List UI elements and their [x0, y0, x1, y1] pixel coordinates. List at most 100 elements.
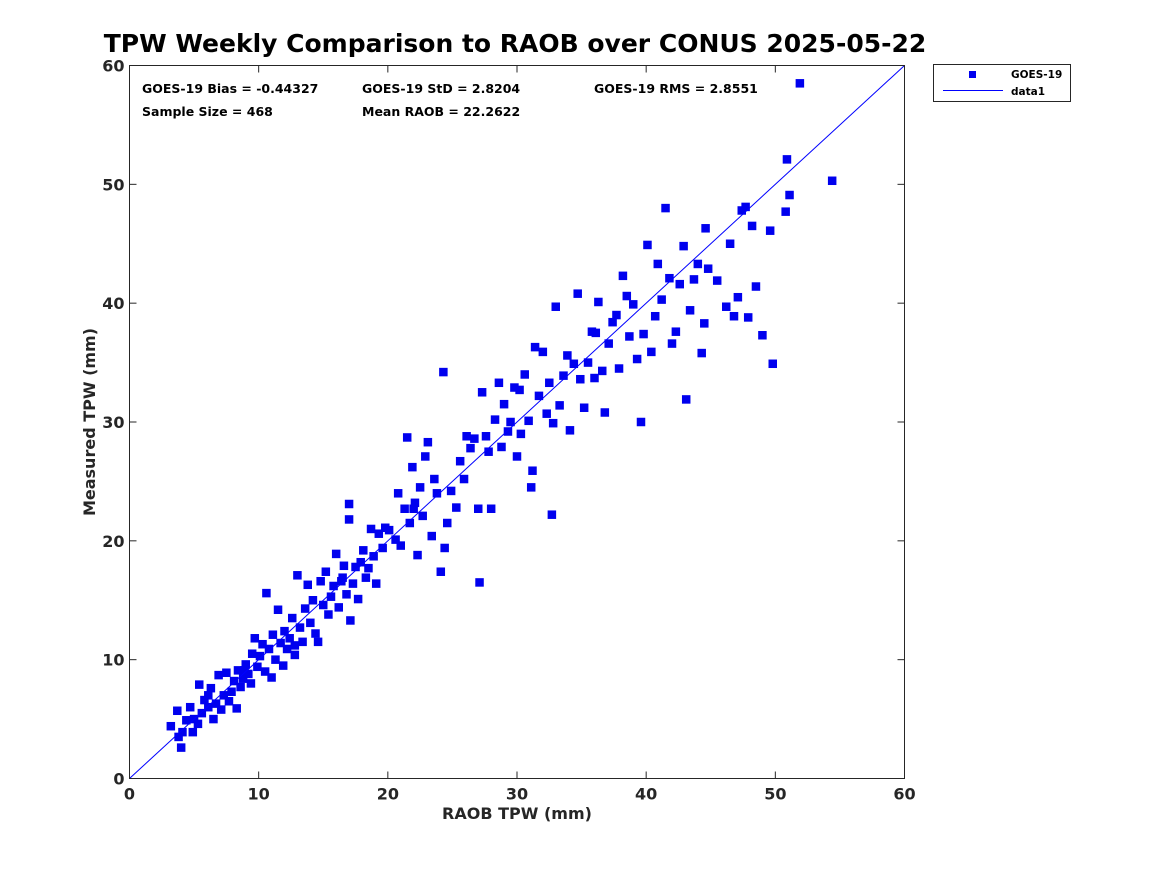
data-point	[563, 351, 572, 360]
data-point	[725, 239, 735, 248]
data-point	[255, 651, 265, 661]
data-point	[700, 319, 709, 328]
data-point	[278, 661, 288, 670]
data-point	[306, 618, 315, 628]
data-point	[618, 271, 628, 281]
data-point	[346, 616, 355, 625]
data-point	[512, 452, 522, 461]
data-point	[436, 567, 446, 576]
data-point	[701, 224, 710, 233]
data-point	[236, 682, 245, 692]
data-point	[371, 579, 381, 588]
data-point	[490, 415, 500, 424]
data-point	[173, 706, 182, 716]
data-point	[538, 347, 548, 357]
data-point	[268, 630, 278, 639]
data-point	[569, 359, 579, 369]
data-point	[827, 176, 837, 186]
data-point	[413, 550, 422, 560]
data-point	[547, 510, 557, 519]
data-point	[598, 366, 607, 376]
data-point	[344, 499, 354, 509]
data-point	[528, 466, 537, 475]
data-point	[233, 666, 243, 675]
data-point	[290, 650, 300, 660]
data-point	[319, 600, 328, 610]
data-point	[400, 504, 409, 513]
data-point	[193, 719, 203, 729]
data-point	[747, 221, 757, 231]
data-point	[206, 683, 216, 693]
x-tick-label: 0	[124, 785, 135, 804]
data-point	[632, 354, 642, 364]
data-point	[348, 579, 358, 588]
data-point	[421, 452, 430, 461]
data-point	[741, 202, 750, 212]
data-point	[334, 603, 343, 612]
data-point	[166, 721, 176, 731]
data-point	[614, 364, 624, 373]
data-point	[200, 695, 209, 705]
data-point	[174, 732, 183, 742]
y-tick-label: 10	[102, 651, 124, 670]
data-point	[636, 417, 646, 427]
data-point	[359, 546, 368, 555]
y-axis-label: Measured TPW (mm)	[80, 328, 99, 516]
data-point	[594, 297, 603, 307]
data-point	[295, 623, 305, 632]
data-point	[342, 590, 351, 599]
data-point	[583, 358, 593, 367]
data-point	[625, 332, 634, 341]
data-point	[209, 714, 218, 724]
data-point	[331, 549, 341, 559]
data-point	[751, 282, 761, 291]
data-point	[353, 594, 363, 604]
x-tick-label: 10	[248, 785, 270, 804]
data-point	[197, 708, 207, 718]
data-point	[227, 687, 236, 697]
data-point	[423, 437, 433, 447]
data-point	[765, 226, 775, 235]
data-point	[204, 702, 213, 712]
data-point	[427, 531, 436, 541]
data-point	[443, 518, 452, 528]
data-point	[182, 716, 191, 725]
data-point	[338, 573, 347, 582]
data-point	[280, 626, 289, 636]
data-point	[643, 240, 652, 250]
x-axis-label: RAOB TPW (mm)	[442, 804, 592, 823]
data-point	[510, 383, 519, 392]
legend-label-goes19: GOES-19	[1011, 69, 1062, 81]
data-point	[545, 378, 554, 388]
y-tick-label: 60	[102, 57, 124, 76]
data-point	[729, 311, 739, 321]
data-point	[551, 302, 560, 311]
legend-label-data1: data1	[1011, 86, 1045, 98]
data-point	[396, 541, 405, 550]
data-point	[308, 596, 318, 605]
data-point	[409, 504, 418, 513]
data-point	[712, 276, 722, 285]
data-point	[484, 447, 493, 456]
data-point	[590, 373, 599, 383]
data-point	[515, 385, 524, 395]
y-tick-label: 20	[102, 532, 124, 551]
data-point	[364, 563, 373, 573]
data-point	[300, 604, 310, 613]
data-point	[313, 637, 323, 647]
data-point	[271, 655, 280, 664]
data-point	[661, 203, 670, 213]
x-tick-label: 30	[506, 785, 528, 804]
data-point	[361, 573, 371, 582]
data-point	[285, 634, 294, 643]
data-point	[293, 571, 302, 580]
x-tick-label: 40	[635, 785, 657, 804]
data-point	[410, 498, 420, 508]
data-point	[276, 638, 285, 648]
data-point	[216, 705, 226, 714]
data-point	[703, 264, 713, 273]
data-point	[555, 401, 564, 410]
data-point	[384, 525, 394, 535]
